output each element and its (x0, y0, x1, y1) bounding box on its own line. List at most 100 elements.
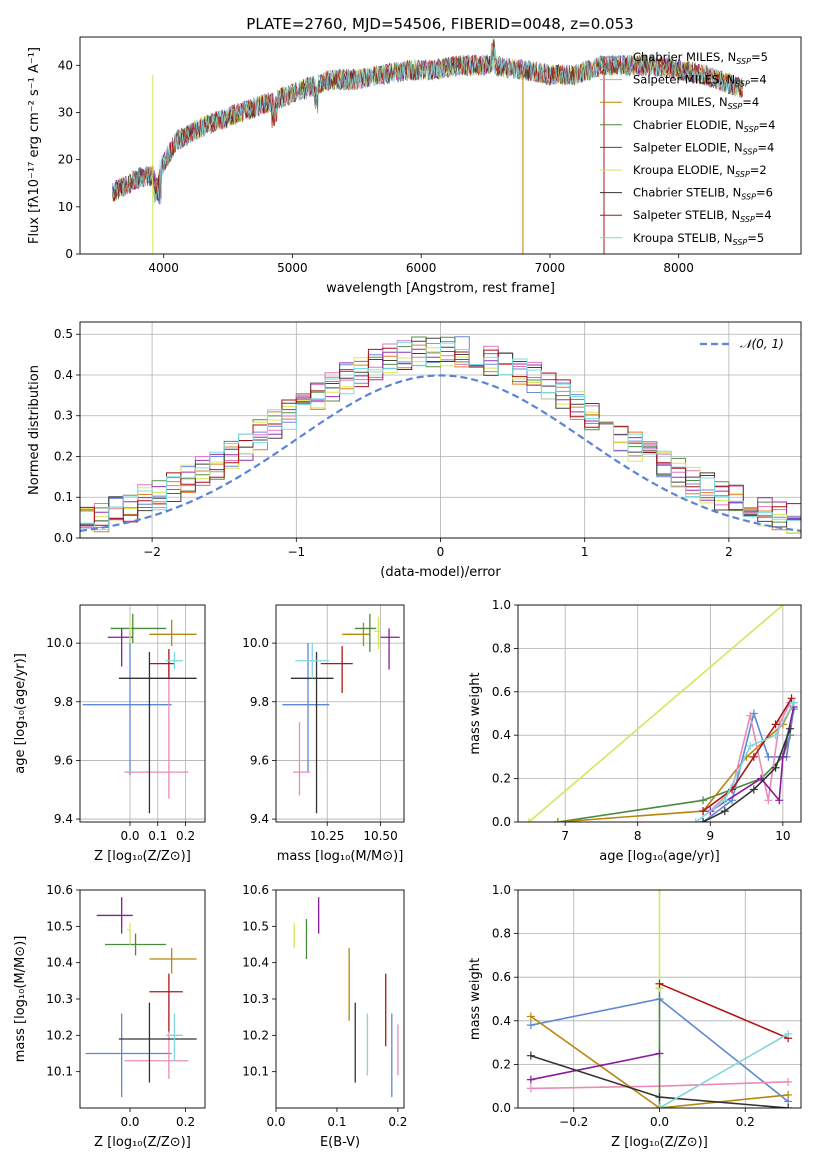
data-marker (553, 818, 562, 822)
x-axis-label: Z [log₁₀(Z/Z⊙)] (94, 849, 191, 864)
y-tick-label: 0.1 (54, 490, 73, 504)
x-tick-label: −2 (143, 545, 161, 559)
data-marker (526, 1012, 535, 1021)
residual-histogram-panel: −2 −1 0 1 2 0.0 0.1 0.2 0.3 0.4 0.5 (data-model)/er… (27, 321, 802, 580)
x-tick-label: 9 (706, 829, 714, 843)
data-marker (699, 818, 708, 822)
legend-label: Kroupa MILES, NSSP=4 (633, 95, 759, 111)
y-axis-label: mass weight (468, 672, 483, 754)
spectrum-panel: 4000 5000 6000 7000 8000 0 10 20 30 40 wavelength … (27, 36, 802, 296)
data-marker (720, 807, 729, 816)
y-tick-label: 0.8 (492, 927, 511, 941)
data-marker (789, 698, 798, 707)
x-tick-label: −0.2 (559, 1115, 588, 1129)
data-marker (655, 890, 664, 894)
axes-frame (517, 604, 802, 823)
y-tick-label: 40 (58, 58, 73, 72)
plot-area (293, 897, 399, 1098)
y-tick-label: 0.2 (492, 1057, 511, 1071)
series-line (528, 605, 784, 822)
x-tick-label: 0.0 (120, 1115, 139, 1129)
y-tick-label: 0.4 (492, 1014, 511, 1028)
x-tick-label: 0.1 (148, 829, 167, 843)
data-marker (655, 979, 664, 988)
data-marker (784, 1077, 793, 1086)
y-tick-label: 0.6 (492, 970, 511, 984)
y-tick-label: 9.8 (54, 695, 73, 709)
x-tick-label: 10 (775, 829, 790, 843)
y-tick-label: 30 (58, 105, 73, 119)
legend-label: Chabrier STELIB, NSSP=6 (633, 186, 773, 202)
x-axis-label: (data-model)/error (380, 565, 501, 580)
series-line (659, 1033, 789, 1108)
data-marker (720, 796, 729, 805)
y-tick-label: 10.5 (46, 919, 73, 933)
y-tick-label: 0.0 (492, 815, 511, 829)
y-tick-label: 0.0 (54, 531, 73, 545)
x-tick-label: 0.2 (176, 829, 195, 843)
x-tick-label: 0.2 (388, 1115, 407, 1129)
y-tick-label: 10.0 (242, 636, 269, 650)
y-tick-label: 10.1 (46, 1065, 73, 1079)
y-tick-label: 10.1 (242, 1065, 269, 1079)
x-tick-label: 0 (437, 545, 445, 559)
legend-label: Salpeter STELIB, NSSP=4 (633, 208, 772, 224)
x-tick-label: −1 (287, 545, 305, 559)
series-line (702, 709, 795, 822)
legend-label: Salpeter MILES, NSSP=4 (633, 73, 767, 89)
weight-vs-age-panel: 7 8 9 10 0.0 0.2 0.4 0.6 0.8 1.0 age [log₁₀(age/yr… (468, 598, 802, 864)
x-tick-label: 0.0 (650, 1115, 669, 1129)
age-vs-mass-panel: 10.25 10.50 9.4 9.6 9.8 10.0 mass [log₁₀(M/M⊙)… (242, 604, 405, 864)
axes-frame (517, 889, 802, 1109)
y-tick-label: 10.4 (46, 956, 73, 970)
y-tick-label: 10.6 (46, 883, 73, 897)
data-marker (784, 1090, 793, 1099)
x-axis-label: Z [log₁₀(Z/Z⊙)] (611, 1135, 708, 1150)
y-tick-label: 0 (65, 247, 73, 261)
y-tick-label: 1.0 (492, 883, 511, 897)
series-line (530, 1052, 660, 1081)
histogram-series (80, 347, 801, 526)
y-tick-label: 10.3 (46, 992, 73, 1006)
y-tick-label: 10.5 (242, 919, 269, 933)
legend-label: Kroupa ELODIE, NSSP=2 (633, 163, 767, 179)
x-tick-label: 0.1 (327, 1115, 346, 1129)
axes-frame (79, 36, 802, 255)
legend-label: Kroupa STELIB, NSSP=5 (633, 231, 764, 247)
y-tick-label: 9.4 (250, 812, 269, 826)
data-marker (526, 1084, 535, 1093)
data-marker (524, 818, 533, 822)
data-marker (771, 731, 780, 740)
data-marker (786, 724, 795, 733)
axes-frame (275, 889, 405, 1109)
x-tick-label: 10.50 (363, 829, 397, 843)
x-tick-label: 10.25 (310, 829, 344, 843)
x-tick-label: 5000 (277, 261, 308, 275)
data-marker (784, 1029, 793, 1038)
data-marker (699, 807, 708, 816)
data-marker (691, 818, 700, 822)
y-tick-label: 9.4 (54, 812, 73, 826)
data-marker (787, 694, 796, 703)
y-tick-label: 10 (58, 200, 73, 214)
y-tick-label: 1.0 (492, 598, 511, 612)
plot-area (282, 613, 400, 814)
y-tick-label: 0.6 (492, 685, 511, 699)
plot-area (526, 890, 793, 1108)
histogram-series (80, 347, 801, 534)
y-axis-label: age [log₁₀(age/yr)] (13, 653, 28, 774)
data-marker (749, 785, 758, 794)
spectrum-line-kroupa-stelib (111, 42, 743, 204)
x-tick-label: 8000 (663, 261, 694, 275)
x-tick-label: 4000 (148, 261, 179, 275)
y-tick-label: 10.4 (242, 956, 269, 970)
y-tick-label: 0.2 (54, 449, 73, 463)
x-tick-label: 7 (561, 829, 569, 843)
y-tick-label: 10.0 (46, 636, 73, 650)
x-axis-label: mass [log₁₀(M/M⊙)] (277, 849, 404, 864)
data-marker (778, 605, 787, 609)
data-marker (655, 1049, 664, 1058)
y-axis-label: Flux [fλ10⁻¹⁷ erg cm⁻² s⁻¹ A⁻¹] (27, 47, 42, 244)
data-marker (655, 1104, 664, 1108)
plot-area (85, 897, 197, 1098)
